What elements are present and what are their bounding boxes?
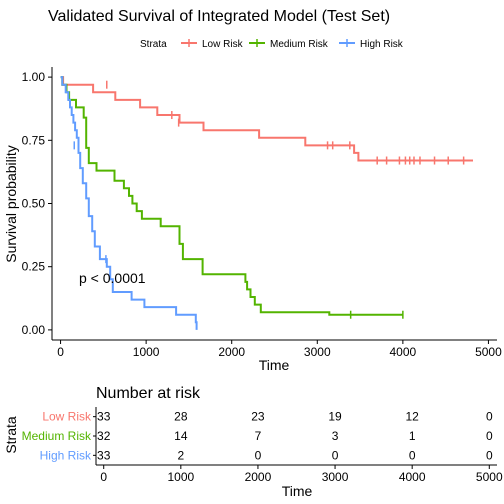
risk-cell: 0	[486, 410, 493, 424]
risk-cell: 0	[486, 429, 493, 443]
risk-row-label-high-risk: High Risk	[40, 448, 92, 462]
legend-label-high-risk: High Risk	[360, 39, 404, 50]
km-plot: 0.00 0.25 0.50 0.75 1.00 0 1000 2000 3000 4000 50…	[3, 67, 502, 373]
legend-label-medium-risk: Medium Risk	[270, 39, 329, 50]
km-curves	[60, 76, 473, 330]
risk-cell: 32	[97, 429, 111, 443]
risk-cell: 7	[255, 429, 262, 443]
risk-cell: 19	[328, 410, 342, 424]
risk-table-y-axis-label: Strata	[3, 416, 19, 454]
y-tick-label: 0.25	[22, 260, 46, 274]
x-axis-label: Time	[259, 357, 290, 373]
x-ticks: 0 1000 2000 3000 4000 5000	[57, 340, 502, 359]
y-axis-label: Survival probability	[3, 145, 19, 263]
risk-x-tick-label: 1000	[167, 470, 194, 484]
km-curve-high-risk	[60, 76, 198, 330]
risk-x-tick-label: 5000	[476, 470, 503, 484]
risk-cell: 3	[332, 429, 339, 443]
risk-x-tick-label: 2000	[245, 470, 272, 484]
y-tick-label: 0.00	[22, 323, 46, 337]
p-value-annotation: p < 0.0001	[79, 270, 146, 286]
risk-table-row-labels: Low Risk Medium Risk High Risk	[22, 410, 96, 462]
risk-row-label-low-risk: Low Risk	[42, 410, 92, 424]
risk-table: Number at risk Low Risk Medium Risk High R…	[3, 385, 503, 499]
risk-cell: 0	[332, 448, 339, 462]
risk-cell: 0	[409, 448, 416, 462]
risk-cell: 14	[174, 429, 188, 443]
legend: Strata Low Risk Medium Risk High Risk	[140, 39, 404, 50]
risk-table-cells: 33 28 23 19 12 0 32 14 7 3 1 0 33 2 0 0 0 0	[97, 410, 493, 463]
risk-row-label-medium-risk: Medium Risk	[22, 429, 92, 443]
x-tick-label: 0	[57, 345, 64, 359]
x-tick-label: 5000	[475, 345, 502, 359]
risk-table-title: Number at risk	[96, 385, 201, 402]
risk-cell: 33	[97, 448, 111, 462]
risk-cell: 0	[255, 448, 262, 462]
chart-title: Validated Survival of Integrated Model (…	[48, 8, 390, 25]
km-curve-low-risk	[60, 76, 473, 162]
legend-label-low-risk: Low Risk	[202, 39, 244, 50]
risk-cell: 0	[486, 448, 493, 462]
risk-cell: 2	[177, 448, 184, 462]
risk-cell: 12	[405, 410, 419, 424]
x-tick-label: 1000	[133, 345, 160, 359]
x-tick-label: 2000	[218, 345, 245, 359]
risk-x-tick-label: 0	[100, 470, 107, 484]
y-tick-label: 0.75	[22, 133, 46, 147]
legend-title: Strata	[140, 39, 167, 50]
risk-table-x-axis-label: Time	[282, 483, 313, 499]
y-tick-label: 1.00	[22, 70, 46, 84]
risk-cell: 33	[97, 410, 111, 424]
y-ticks: 0.00 0.25 0.50 0.75 1.00	[22, 70, 52, 337]
risk-cell: 23	[251, 410, 265, 424]
y-tick-label: 0.50	[22, 197, 46, 211]
x-tick-label: 4000	[390, 345, 417, 359]
risk-cell: 1	[409, 429, 416, 443]
risk-x-tick-label: 4000	[399, 470, 426, 484]
x-tick-label: 3000	[304, 345, 331, 359]
km-curve-medium-risk	[60, 76, 403, 316]
risk-cell: 28	[174, 410, 188, 424]
risk-table-x-ticks: 0 1000 2000 3000 4000 5000	[100, 465, 503, 484]
risk-x-tick-label: 3000	[322, 470, 349, 484]
